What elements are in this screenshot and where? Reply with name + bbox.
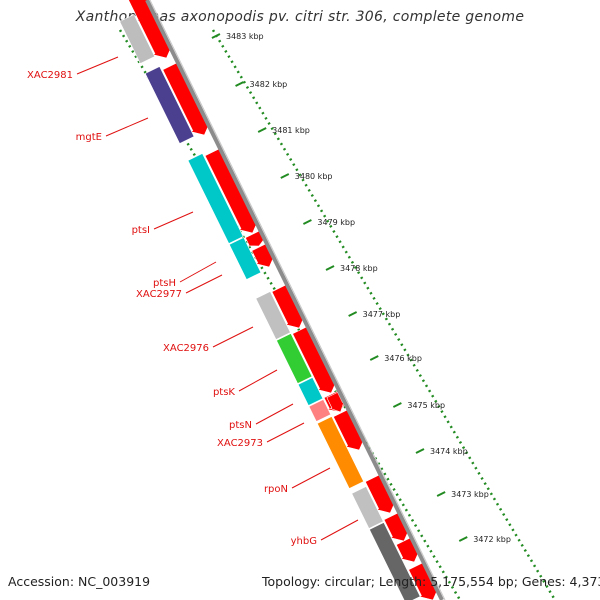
kbp-ticks: 3483 kbp 3482 kbp 3481 kbp 3480 kbp 3479 kbp… bbox=[211, 32, 511, 544]
gene-track bbox=[119, 14, 421, 600]
kbp-tick-mark bbox=[325, 265, 335, 271]
genome-backbone-highlight bbox=[149, 0, 446, 600]
gene-label-mgte: mgtE bbox=[76, 132, 102, 143]
gene-label-xac2981: XAC2981 bbox=[27, 70, 73, 81]
gene-label-leader bbox=[105, 117, 149, 137]
gene-label-ptsk: ptsK bbox=[213, 387, 235, 398]
gene-label-leader bbox=[185, 274, 223, 294]
outer-scale-line bbox=[211, 29, 557, 600]
gene-block-mgte bbox=[144, 66, 195, 144]
gene-label-xac2976: XAC2976 bbox=[163, 343, 209, 354]
kbp-tick-label: 3475 kbp bbox=[407, 401, 445, 410]
gene-block-ptsk-b bbox=[297, 377, 324, 406]
kbp-tick-label: 3477 kbp bbox=[363, 310, 401, 319]
gene-label-ptsn: ptsN bbox=[229, 420, 252, 431]
gene-label-leader bbox=[266, 422, 305, 443]
gene-block-ptsi bbox=[187, 153, 244, 244]
gene-label-xac2973: XAC2973 bbox=[217, 438, 263, 449]
kbp-tick-label: 3478 kbp bbox=[340, 264, 378, 273]
accession-text: Accession: NC_003919 bbox=[8, 574, 151, 589]
gene-label-leader bbox=[212, 326, 254, 348]
kbp-tick-label: 3474 kbp bbox=[430, 447, 468, 456]
kbp-tick-label: 3483 kbp bbox=[226, 32, 264, 41]
gene-label-leader bbox=[179, 261, 217, 283]
gene-block-xac2973 bbox=[351, 486, 384, 529]
gene-block-xac2976 bbox=[255, 291, 291, 340]
gene-block-rpon bbox=[316, 416, 365, 489]
gene-label-yhbg: yhbG bbox=[291, 536, 317, 547]
gene-block-xac2981 bbox=[119, 14, 156, 64]
forward-strand-track bbox=[128, 0, 440, 600]
gene-block-ptsh bbox=[228, 237, 262, 280]
kbp-tick-label: 3472 kbp bbox=[473, 535, 511, 544]
kbp-tick-label: 3481 kbp bbox=[272, 126, 310, 135]
gene-label-rpon: rpoN bbox=[264, 484, 288, 495]
gene-block-yhbg bbox=[369, 522, 421, 600]
gene-label-leader bbox=[76, 56, 119, 75]
kbp-tick-mark bbox=[302, 219, 312, 225]
kbp-tick-mark bbox=[235, 81, 244, 87]
gene-label-leader bbox=[320, 519, 359, 541]
kbp-tick-mark bbox=[369, 355, 379, 361]
forward-gene-block bbox=[128, 0, 173, 59]
forward-gene-block bbox=[326, 391, 345, 413]
gene-label-ptsi: ptsI bbox=[132, 225, 150, 236]
gene-label-xac2977: XAC2977 bbox=[136, 289, 182, 300]
kbp-tick-mark bbox=[348, 311, 358, 317]
gene-label-leader bbox=[291, 467, 331, 489]
genome-backbone bbox=[145, 0, 444, 600]
gene-block-ptsn bbox=[308, 399, 332, 422]
kbp-tick-mark bbox=[458, 536, 468, 542]
kbp-tick-mark bbox=[436, 491, 446, 497]
gene-label-leader bbox=[238, 369, 278, 392]
kbp-tick-mark bbox=[392, 402, 402, 408]
gene-label-leader bbox=[255, 403, 294, 425]
kbp-tick-mark bbox=[257, 127, 267, 133]
kbp-tick-label: 3473 kbp bbox=[451, 490, 489, 499]
kbp-tick-label: 3476 kbp bbox=[384, 354, 422, 363]
gene-label-ptsh: ptsH bbox=[153, 278, 176, 289]
topology-text: Topology: circular; Length: 5,175,554 bp… bbox=[262, 574, 600, 589]
kbp-tick-label: 3480 kbp bbox=[295, 172, 333, 181]
kbp-tick-mark bbox=[211, 33, 221, 39]
gene-block-ptsk bbox=[276, 333, 313, 384]
kbp-tick-mark bbox=[415, 448, 425, 454]
kbp-tick-mark bbox=[280, 173, 290, 179]
gene-label-leader bbox=[153, 211, 194, 230]
kbp-tick-label: 3482 kbp bbox=[250, 80, 288, 89]
genome-title: Xanthomonas axonopodis pv. citri str. 30… bbox=[75, 9, 525, 25]
kbp-tick-label: 3479 kbp bbox=[317, 218, 355, 227]
